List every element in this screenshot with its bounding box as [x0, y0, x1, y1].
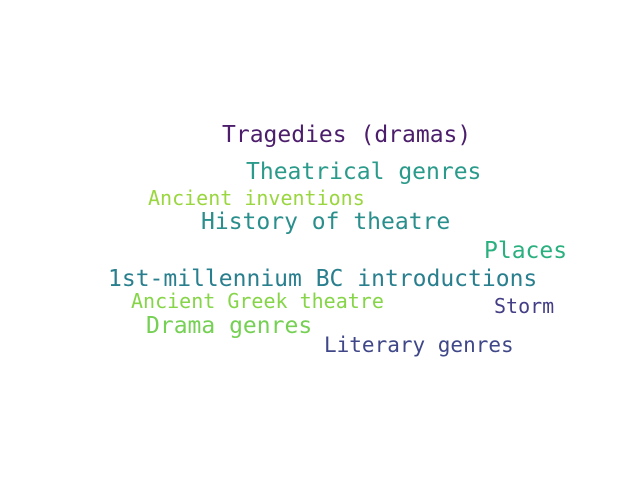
word-cloud-term: Ancient Greek theatre: [131, 289, 384, 313]
word-cloud-term: Drama genres: [146, 313, 313, 339]
word-cloud-term: Literary genres: [324, 333, 514, 357]
word-cloud-term: 1st-millennium BC introductions: [108, 266, 538, 292]
word-cloud-term: Storm: [494, 294, 555, 318]
word-cloud-term: Tragedies (dramas): [222, 122, 472, 148]
word-cloud-term: Places: [484, 238, 568, 264]
word-cloud-term: Ancient inventions: [148, 186, 365, 210]
word-cloud-term: History of theatre: [201, 209, 451, 235]
word-cloud-term: Theatrical genres: [246, 159, 482, 185]
